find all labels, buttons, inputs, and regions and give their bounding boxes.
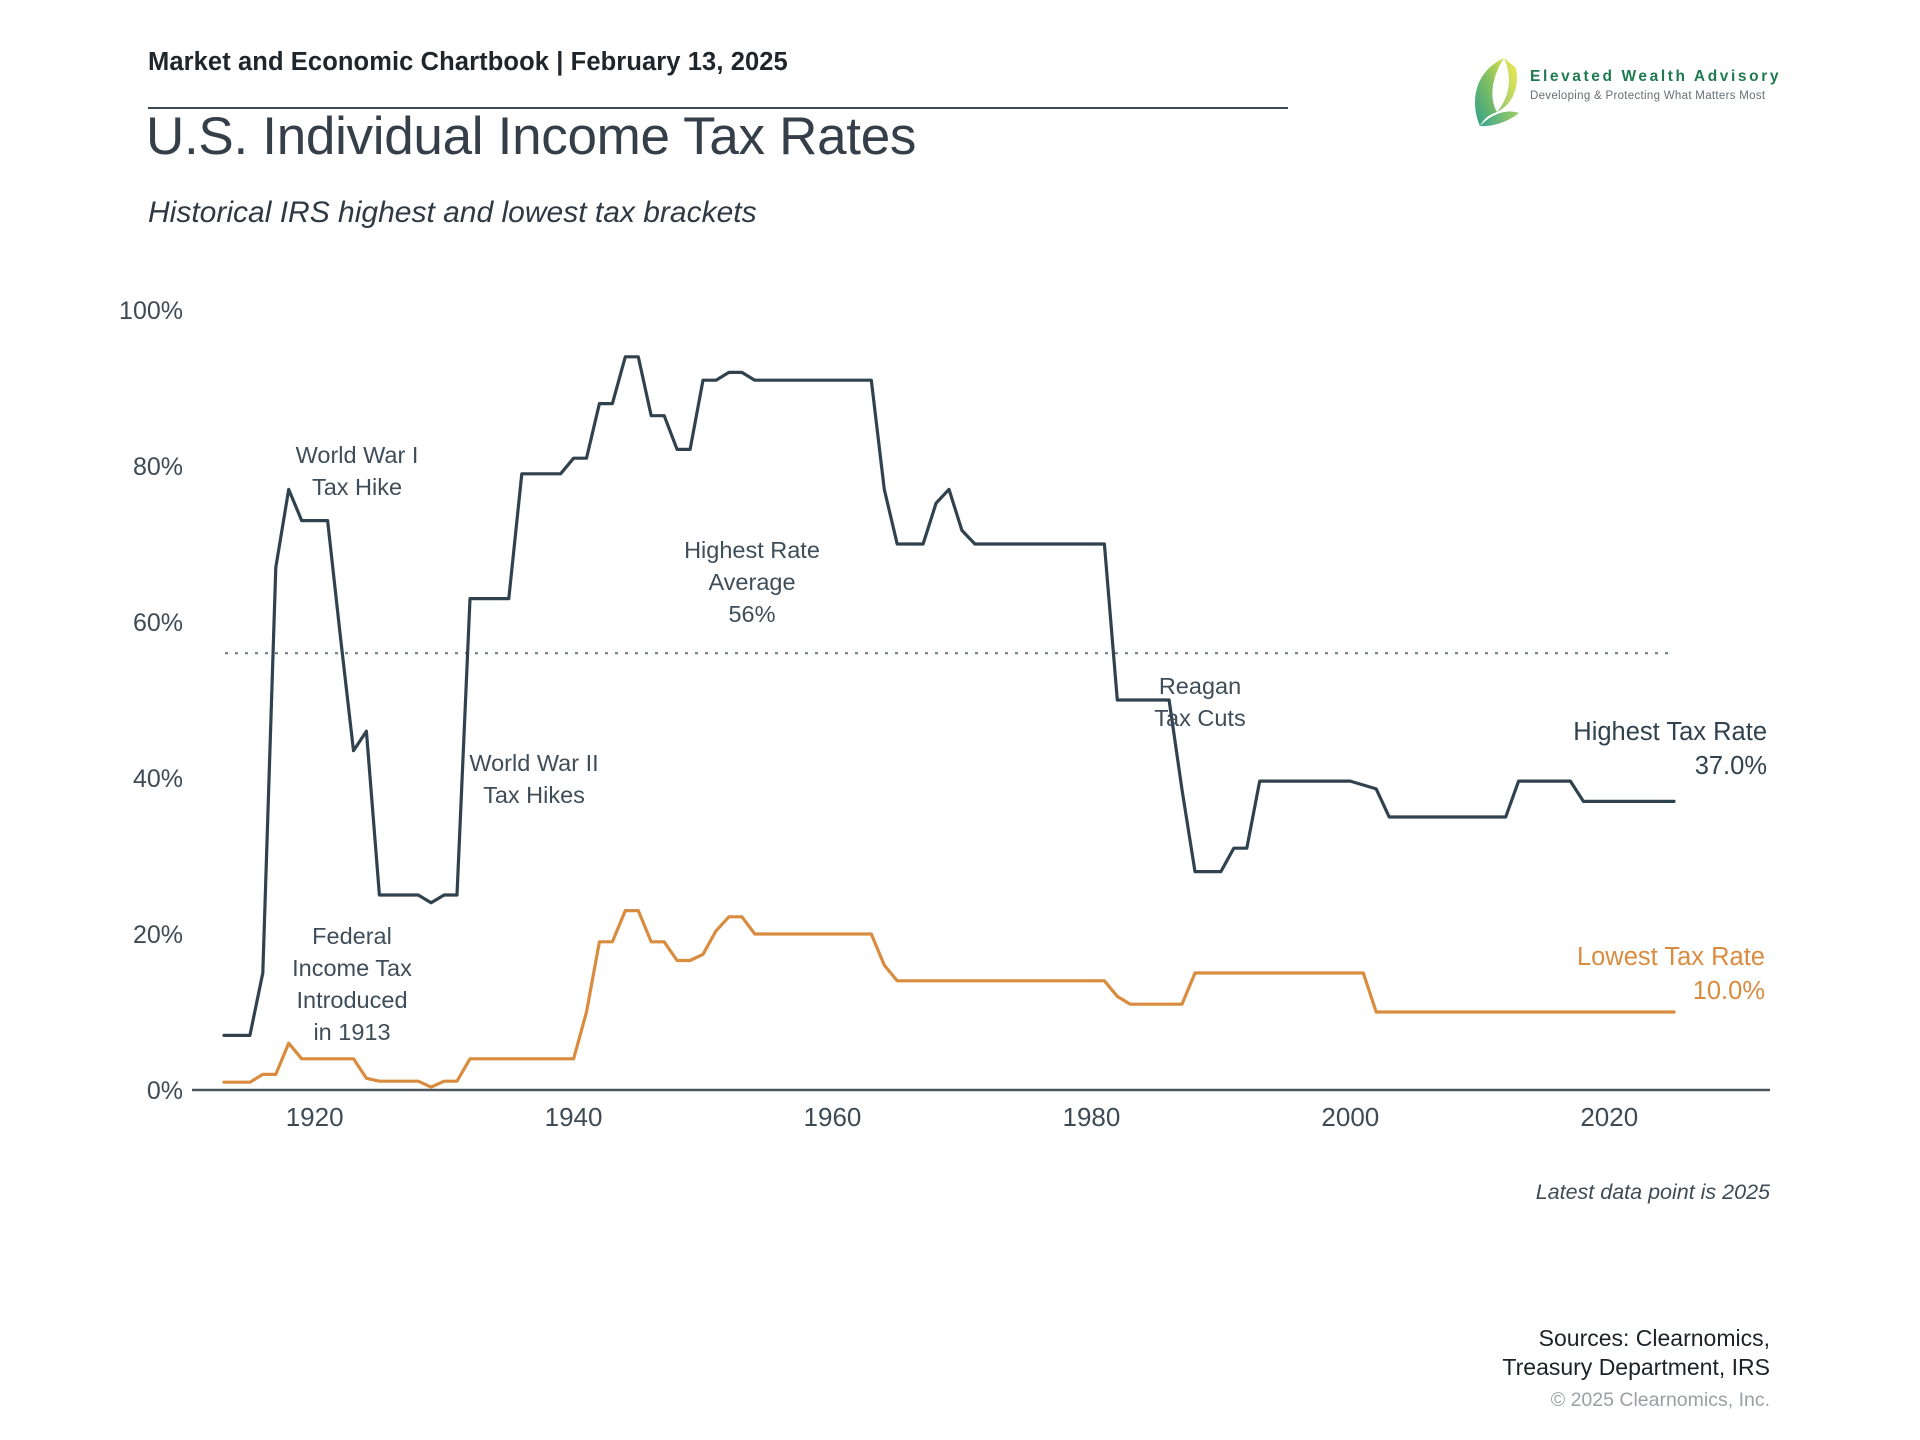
header-divider (148, 107, 1288, 109)
x-tick-label-1960: 1960 (804, 1102, 862, 1132)
annotation-world-war-ii-tax-hikes: World War II Tax Hikes (469, 750, 598, 808)
copyright-text: © 2025 Clearnomics, Inc. (1550, 1389, 1770, 1411)
annotation-world-war-i-tax-hike: World War I Tax Hike (296, 442, 419, 500)
series-line-lowest-tax-rate (222, 908, 1676, 1089)
series-line-highest-tax-rate (222, 355, 1676, 1038)
company-logo: Elevated Wealth Advisory Developing & Pr… (1470, 56, 1781, 132)
x-tick-label-1920: 1920 (286, 1102, 344, 1132)
y-tick-label-0: 0% (147, 1077, 183, 1105)
y-tick-label-40: 40% (133, 765, 183, 793)
series-label-highest-tax-rate: Highest Tax Rate 37.0% (1573, 718, 1767, 780)
latest-data-footnote: Latest data point is 2025 (1535, 1180, 1770, 1204)
x-tick-label-2000: 2000 (1321, 1102, 1379, 1132)
x-tick-label-1980: 1980 (1062, 1102, 1120, 1132)
y-tick-label-100: 100% (119, 297, 183, 325)
annotation-federal-income-tax-introduced: Federal Income Tax Introduced in 1913 (292, 923, 412, 1045)
sources-block: Sources: Clearnomics, Treasury Departmen… (1502, 1324, 1770, 1415)
logo-company-name: Elevated Wealth Advisory (1530, 68, 1782, 85)
sources-line-1: Sources: Clearnomics, (1538, 1325, 1770, 1351)
annotation-highest-rate-average: Highest Rate Average 56% (684, 537, 820, 627)
x-tick-label-1940: 1940 (545, 1102, 603, 1132)
x-tick-label-2020: 2020 (1580, 1102, 1638, 1132)
y-tick-label-20: 20% (133, 921, 183, 949)
logo-text: Elevated Wealth Advisory Developing & Pr… (1530, 56, 1781, 102)
chartbook-header: Market and Economic Chartbook | February… (148, 48, 788, 76)
y-tick-label-60: 60% (133, 609, 183, 637)
series-label-lowest-tax-rate: Lowest Tax Rate 10.0% (1577, 943, 1765, 1005)
leaf-logo-icon (1475, 58, 1519, 127)
page-title: U.S. Individual Income Tax Rates (146, 107, 917, 166)
page-subtitle: Historical IRS highest and lowest tax br… (148, 196, 757, 229)
y-tick-label-80: 80% (133, 453, 183, 481)
sources-line-2: Treasury Department, IRS (1502, 1354, 1770, 1380)
logo-tagline: Developing & Protecting What Matters Mos… (1530, 90, 1766, 102)
annotation-reagan-tax-cuts: Reagan Tax Cuts (1154, 673, 1245, 731)
